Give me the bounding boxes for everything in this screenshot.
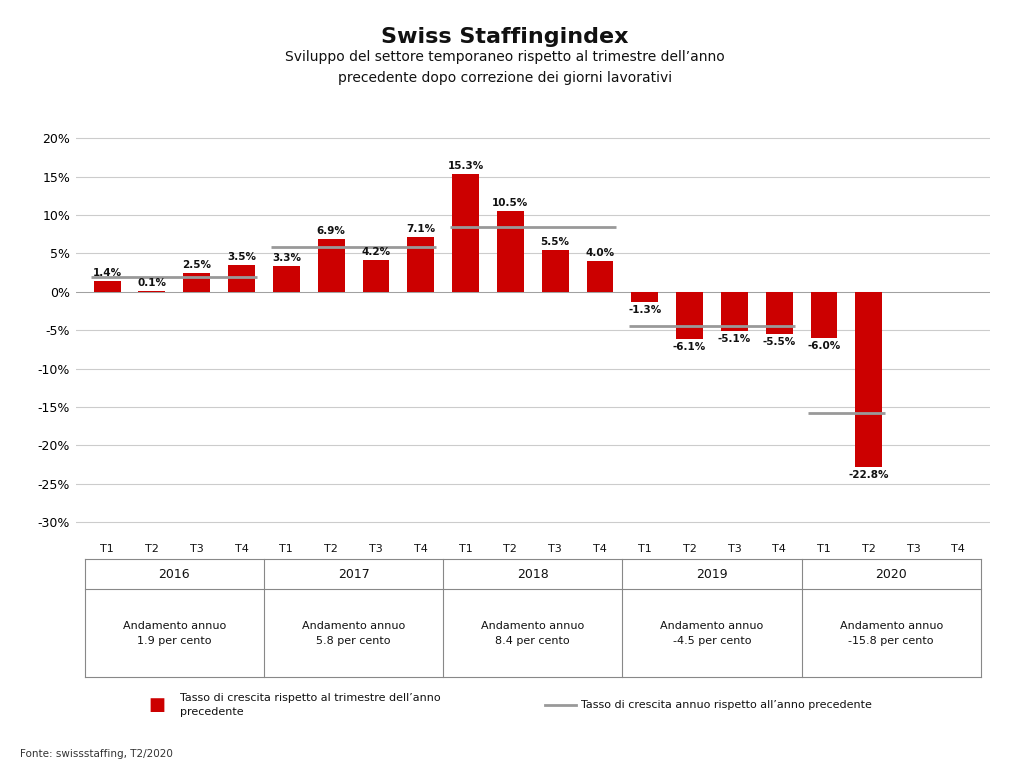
Text: 2.5%: 2.5% bbox=[182, 260, 211, 270]
Text: T1: T1 bbox=[459, 544, 473, 554]
Text: Swiss Staffingindex: Swiss Staffingindex bbox=[381, 27, 629, 47]
Bar bbox=[228, 265, 255, 292]
Text: 2016: 2016 bbox=[159, 568, 190, 581]
Text: 1.4%: 1.4% bbox=[93, 268, 121, 278]
Text: Tasso di crescita annuo rispetto all’anno precedente: Tasso di crescita annuo rispetto all’ann… bbox=[581, 700, 872, 710]
Text: 2019: 2019 bbox=[696, 568, 728, 581]
Text: Tasso di crescita rispetto al trimestre dell’anno
precedente: Tasso di crescita rispetto al trimestre … bbox=[180, 693, 440, 717]
Text: T3: T3 bbox=[907, 544, 920, 554]
Text: T1: T1 bbox=[817, 544, 831, 554]
Text: 2017: 2017 bbox=[337, 568, 370, 581]
Text: 3.3%: 3.3% bbox=[272, 253, 301, 263]
Text: T4: T4 bbox=[773, 544, 786, 554]
Bar bbox=[631, 292, 659, 302]
Bar bbox=[318, 239, 344, 292]
Bar bbox=[855, 292, 883, 467]
Text: Andamento annuo
-4.5 per cento: Andamento annuo -4.5 per cento bbox=[661, 621, 764, 646]
Text: Andamento annuo
5.8 per cento: Andamento annuo 5.8 per cento bbox=[302, 621, 405, 646]
Text: -6.0%: -6.0% bbox=[807, 341, 840, 351]
Text: Andamento annuo
1.9 per cento: Andamento annuo 1.9 per cento bbox=[122, 621, 226, 646]
Bar bbox=[721, 292, 747, 331]
Text: 2020: 2020 bbox=[876, 568, 907, 581]
Bar bbox=[811, 292, 837, 338]
Bar bbox=[363, 260, 390, 292]
Bar bbox=[497, 211, 524, 292]
Text: 15.3%: 15.3% bbox=[447, 161, 484, 171]
Text: 0.1%: 0.1% bbox=[137, 278, 167, 288]
Bar bbox=[452, 174, 479, 292]
Bar bbox=[541, 250, 569, 292]
Text: T2: T2 bbox=[324, 544, 338, 554]
Text: T4: T4 bbox=[593, 544, 607, 554]
Text: T2: T2 bbox=[503, 544, 517, 554]
Text: Sviluppo del settore temporaneo rispetto al trimestre dell’anno
precedente dopo : Sviluppo del settore temporaneo rispetto… bbox=[285, 50, 725, 84]
Text: Andamento annuo
8.4 per cento: Andamento annuo 8.4 per cento bbox=[481, 621, 585, 646]
Text: T1: T1 bbox=[638, 544, 651, 554]
Text: T2: T2 bbox=[862, 544, 876, 554]
Text: T3: T3 bbox=[190, 544, 204, 554]
Text: ■: ■ bbox=[148, 696, 165, 714]
Text: T4: T4 bbox=[414, 544, 427, 554]
Text: Andamento annuo
-15.8 per cento: Andamento annuo -15.8 per cento bbox=[839, 621, 943, 646]
Text: -5.1%: -5.1% bbox=[718, 334, 751, 344]
Text: 4.2%: 4.2% bbox=[362, 247, 391, 257]
Text: 6.9%: 6.9% bbox=[317, 226, 345, 236]
Bar bbox=[183, 273, 210, 292]
Text: T1: T1 bbox=[280, 544, 293, 554]
Bar bbox=[676, 292, 703, 339]
Text: -22.8%: -22.8% bbox=[848, 470, 889, 480]
Text: 10.5%: 10.5% bbox=[492, 198, 528, 208]
Text: T4: T4 bbox=[234, 544, 248, 554]
Bar bbox=[138, 291, 166, 292]
Text: T3: T3 bbox=[369, 544, 383, 554]
Text: T3: T3 bbox=[727, 544, 741, 554]
Text: 4.0%: 4.0% bbox=[586, 248, 614, 258]
Text: 2018: 2018 bbox=[517, 568, 548, 581]
Text: -1.3%: -1.3% bbox=[628, 305, 662, 315]
Text: -5.5%: -5.5% bbox=[763, 337, 796, 347]
Bar bbox=[273, 266, 300, 292]
Bar bbox=[587, 261, 613, 292]
Text: 5.5%: 5.5% bbox=[540, 237, 570, 247]
Bar bbox=[94, 281, 120, 292]
Text: T1: T1 bbox=[100, 544, 114, 554]
Text: -6.1%: -6.1% bbox=[673, 342, 706, 352]
Bar bbox=[766, 292, 793, 334]
Text: 7.1%: 7.1% bbox=[406, 224, 435, 234]
Text: Fonte: swissstaffing, T2/2020: Fonte: swissstaffing, T2/2020 bbox=[20, 749, 173, 759]
Text: 3.5%: 3.5% bbox=[227, 252, 256, 262]
Text: T4: T4 bbox=[951, 544, 966, 554]
Text: T2: T2 bbox=[145, 544, 159, 554]
Bar bbox=[407, 237, 434, 292]
Text: T3: T3 bbox=[548, 544, 562, 554]
Text: T2: T2 bbox=[683, 544, 697, 554]
